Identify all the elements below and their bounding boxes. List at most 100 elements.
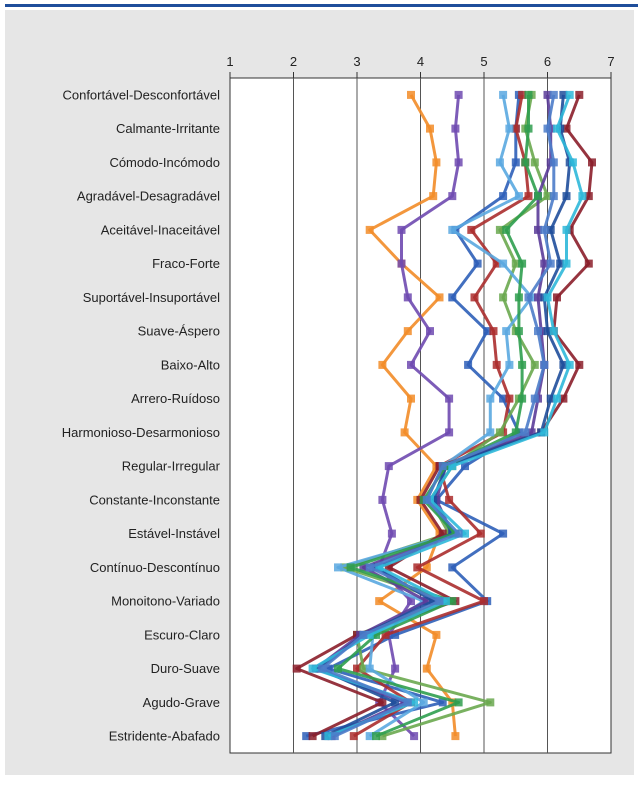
data-point [565,360,574,369]
x-tick-label: 7 [607,54,614,69]
data-point [375,597,384,606]
data-point [391,664,400,673]
data-point [511,124,520,133]
data-point [534,327,542,336]
data-point [495,158,504,167]
data-point [543,124,552,133]
data-point [324,664,333,673]
data-point [524,90,533,99]
data-point [448,462,457,471]
category-label: Harmonioso-Desarmonioso [62,425,220,440]
data-point [365,664,374,673]
data-point [391,630,400,639]
data-point [553,394,561,403]
data-point [378,360,387,369]
top-rule [5,4,638,7]
data-point [378,732,387,741]
data-point [499,293,508,302]
data-point [559,394,568,403]
data-point [372,732,380,741]
series-line [314,94,553,738]
data-point [426,327,434,336]
data-point [429,192,438,201]
data-point [403,293,412,302]
data-point [556,259,565,268]
x-tick-label: 6 [544,54,551,69]
category-label: Aceitável-Inaceitável [101,222,220,237]
data-point [575,90,584,99]
data-point [384,563,393,572]
data-point [578,192,587,201]
data-point [546,394,555,403]
data-point [397,225,406,234]
data-point [407,90,415,99]
data-point [384,462,393,471]
data-point [505,394,514,403]
data-point [499,192,508,201]
data-point [445,428,454,437]
series-line [311,94,584,738]
data-point [387,529,396,538]
data-point [375,563,384,572]
x-tick-label: 5 [480,54,487,69]
data-point [432,630,441,639]
data-point [429,597,438,606]
data-point [324,732,333,741]
data-point [511,428,520,437]
data-point [486,428,495,437]
data-point [480,597,488,606]
data-point [407,360,415,369]
data-point [495,225,504,234]
series-11 [308,90,587,741]
data-point [400,428,409,437]
category-label: Arrero-Ruídoso [131,391,220,406]
data-point [502,327,511,336]
category-label: Calmante-Irritante [116,121,220,136]
data-point [407,394,415,403]
x-tick-label: 1 [226,54,233,69]
data-point [422,495,431,504]
data-point [318,664,327,673]
data-point [559,90,568,99]
category-label: Duro-Suave [151,661,220,676]
data-point [359,563,368,572]
category-label: Regular-Irregular [122,459,221,474]
series-line [353,94,530,738]
data-point [334,563,342,572]
data-point [524,124,533,133]
data-point [543,192,552,201]
data-point [448,597,457,606]
data-point [499,529,508,538]
data-point [588,158,596,167]
data-point [365,225,374,234]
data-point [559,360,568,369]
data-point [540,225,549,234]
data-point [473,259,482,268]
data-point [448,225,457,234]
data-point [527,428,536,437]
x-tick-label: 2 [290,54,297,69]
data-point [340,563,349,572]
data-point [511,158,520,167]
category-label: Agudo-Grave [143,695,220,710]
data-point [359,664,368,673]
data-point [454,158,463,167]
data-point [435,293,444,302]
data-point [461,462,469,471]
data-point [448,293,457,302]
data-point [438,462,447,471]
data-point [495,428,504,437]
data-point [454,698,463,707]
data-point [372,630,380,639]
data-point [562,225,571,234]
x-tick-labels: 1 2 3 4 5 6 7 [226,54,615,78]
data-point [565,90,574,99]
data-point [454,90,463,99]
category-label: Agradável-Desagradável [77,189,220,204]
data-point [505,360,514,369]
data-point [499,259,508,268]
series-line [336,94,540,738]
data-point [486,394,495,403]
data-point [378,495,387,504]
data-point [451,124,460,133]
